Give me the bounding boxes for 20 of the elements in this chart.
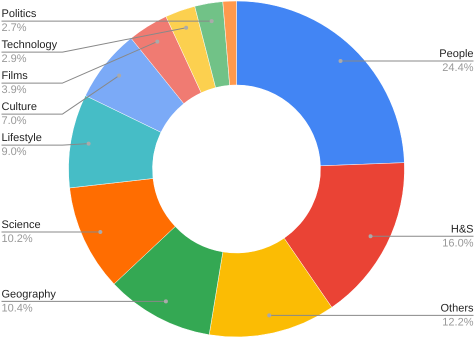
data-label: 24.4% xyxy=(442,62,474,74)
data-label: 9.0% xyxy=(2,146,27,158)
slice-label: H&S xyxy=(450,223,474,236)
slice-label: People xyxy=(439,48,474,60)
slice-label: Others xyxy=(440,302,474,314)
slice-label: Culture xyxy=(2,101,37,114)
slice-label: Politics xyxy=(2,8,37,20)
data-label: 2.9% xyxy=(2,53,27,66)
data-label: 10.4% xyxy=(2,302,33,314)
slice-label: Lifestyle xyxy=(2,132,42,144)
data-label: 10.2% xyxy=(2,233,33,246)
data-label: 7.0% xyxy=(2,115,27,128)
data-label: 16.0% xyxy=(442,237,474,250)
slice-label: Technology xyxy=(2,39,58,52)
slice-label: Geography xyxy=(2,288,56,300)
data-label: 2.7% xyxy=(2,22,27,34)
slice-label: Films xyxy=(2,70,28,82)
data-label: 12.2% xyxy=(442,316,474,328)
slice-label: Science xyxy=(2,219,41,232)
data-label: 3.9% xyxy=(2,84,27,96)
